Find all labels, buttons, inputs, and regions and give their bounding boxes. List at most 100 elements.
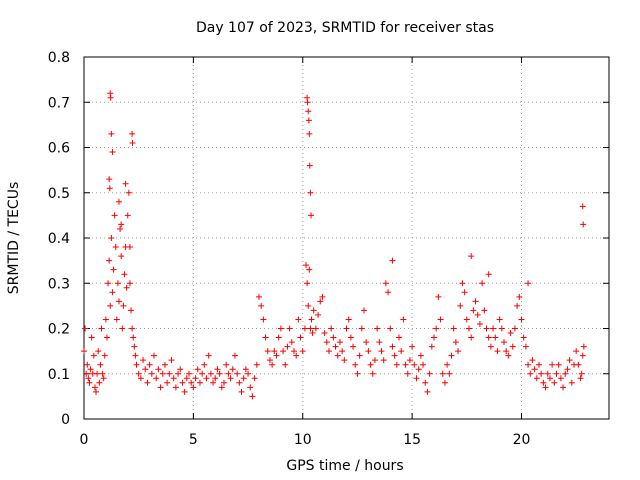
- data-point: [422, 379, 429, 386]
- data-point: [343, 325, 350, 332]
- data-point: [99, 370, 106, 377]
- data-point: [525, 280, 532, 287]
- data-point: [172, 384, 179, 391]
- data-point: [229, 366, 236, 373]
- data-point: [317, 298, 324, 305]
- data-point: [498, 325, 505, 332]
- data-point: [284, 343, 291, 350]
- data-point: [557, 375, 564, 382]
- data-point: [304, 280, 311, 287]
- data-point: [474, 311, 481, 318]
- data-point: [146, 361, 153, 368]
- data-point: [216, 370, 223, 377]
- data-point: [151, 352, 157, 359]
- data-point: [308, 212, 315, 219]
- data-point: [100, 375, 107, 382]
- data-point: [568, 379, 575, 386]
- data-point: [114, 280, 121, 287]
- data-point: [378, 348, 385, 355]
- x-tick-label: 5: [189, 432, 198, 448]
- data-point: [404, 370, 411, 377]
- data-point: [129, 325, 136, 332]
- data-point: [212, 375, 219, 382]
- data-point: [413, 375, 420, 382]
- data-point: [269, 361, 276, 368]
- data-point: [199, 370, 206, 377]
- data-point: [84, 361, 91, 368]
- data-point: [312, 325, 319, 332]
- data-point: [97, 361, 104, 368]
- data-point: [555, 361, 562, 368]
- data-point: [303, 262, 310, 269]
- data-point: [140, 357, 147, 364]
- data-point: [108, 235, 115, 241]
- data-point: [155, 366, 162, 373]
- data-point: [273, 352, 280, 359]
- data-point: [514, 302, 521, 309]
- data-point: [575, 361, 582, 368]
- data-point: [309, 330, 316, 337]
- data-point: [277, 325, 284, 332]
- y-tick-label: 0: [61, 412, 70, 428]
- data-point: [126, 280, 133, 287]
- data-point: [424, 388, 431, 395]
- data-point: [125, 189, 132, 196]
- data-point: [336, 339, 343, 346]
- data-point: [573, 348, 580, 355]
- data-point: [507, 330, 514, 337]
- data-point: [536, 361, 542, 368]
- data-point: [126, 244, 133, 251]
- data-point: [119, 325, 126, 332]
- data-point: [301, 325, 308, 332]
- grid: [84, 57, 609, 419]
- data-point: [396, 334, 402, 341]
- data-point: [129, 139, 136, 146]
- data-point: [107, 94, 114, 101]
- data-point: [306, 266, 313, 273]
- data-point: [531, 366, 538, 373]
- data-point: [525, 361, 532, 368]
- data-point: [389, 343, 396, 350]
- data-point: [256, 293, 262, 300]
- data-point: [142, 366, 149, 373]
- data-point: [452, 339, 459, 346]
- data-point: [428, 343, 435, 350]
- data-point: [295, 316, 302, 323]
- data-point: [553, 370, 560, 377]
- data-point: [580, 343, 587, 350]
- data-point: [441, 379, 448, 386]
- data-point: [238, 388, 245, 395]
- data-point: [188, 379, 195, 386]
- data-point: [83, 370, 90, 377]
- data-point: [367, 361, 374, 368]
- data-point: [93, 388, 100, 395]
- data-point: [201, 361, 208, 368]
- data-point: [264, 348, 271, 355]
- data-point: [527, 370, 534, 377]
- data-point: [157, 384, 164, 391]
- data-point: [240, 375, 247, 382]
- data-point: [108, 130, 115, 137]
- chart-title: Day 107 of 2023, SRMTID for receiver sta…: [196, 20, 494, 36]
- data-point: [501, 339, 507, 346]
- data-point: [109, 289, 116, 296]
- data-point: [110, 266, 117, 273]
- data-point: [105, 280, 112, 287]
- data-point: [129, 130, 136, 137]
- y-tick-label: 0.8: [48, 50, 70, 66]
- data-point: [280, 348, 287, 355]
- data-point: [262, 334, 269, 341]
- data-point: [225, 370, 232, 377]
- data-point: [109, 149, 116, 156]
- data-point: [376, 339, 383, 346]
- data-point: [577, 375, 584, 382]
- data-point: [479, 280, 486, 287]
- data-point: [132, 352, 139, 359]
- data-point: [332, 343, 339, 350]
- data-point: [411, 361, 418, 368]
- data-point: [435, 293, 442, 300]
- x-tick-label: 0: [80, 432, 89, 448]
- data-point: [529, 357, 536, 364]
- data-point: [363, 339, 370, 346]
- data-point: [496, 316, 503, 323]
